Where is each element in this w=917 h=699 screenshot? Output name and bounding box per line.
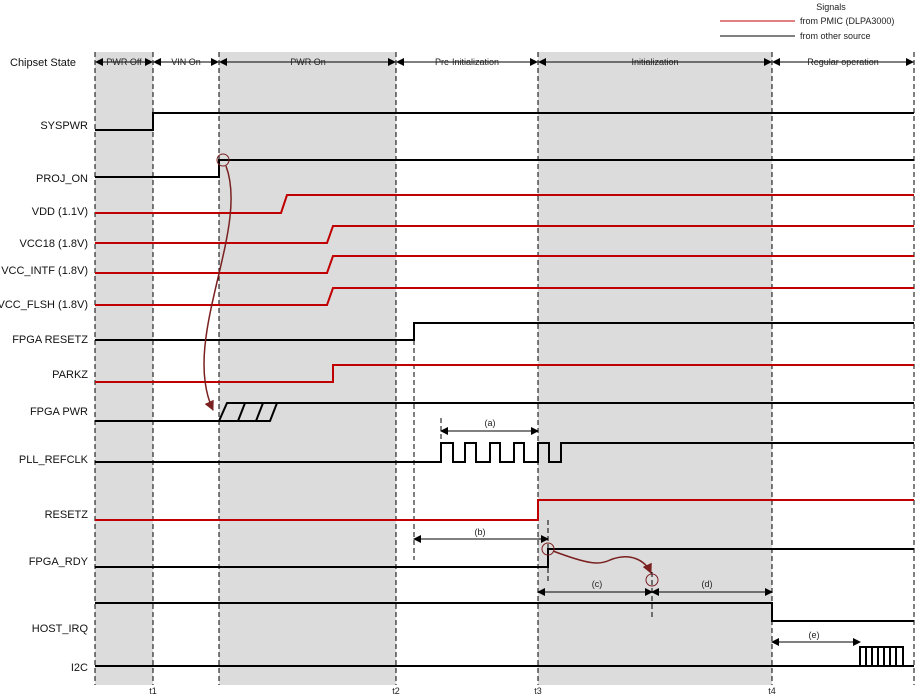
waveform-fpga-resetz [95, 322, 914, 341]
signal-label-fpga-pwr: FPGA PWR [30, 406, 88, 418]
waveform-pll-refclk [95, 442, 914, 463]
signal-label-vdd: VDD (1.1V) [32, 206, 88, 218]
signal-label-fpga-resetz: FPGA RESETZ [12, 334, 88, 346]
state-initialization: Initialization [631, 57, 678, 67]
phase-shade [538, 52, 772, 685]
interval-b-label: (b) [475, 527, 486, 537]
chipset-state-label: Chipset State [10, 57, 76, 69]
interval-e-label: (e) [809, 630, 820, 640]
signal-label-fpga-rdy: FPGA_RDY [29, 556, 89, 568]
state-pwr-on: PWR On [290, 57, 326, 67]
phase-shade [95, 52, 153, 685]
signal-label-pll-refclk: PLL_REFCLK [19, 454, 89, 466]
signal-label-proj-on: PROJ_ON [36, 173, 88, 185]
legend-other-label: from other source [800, 31, 871, 41]
signal-label-vcc18: VCC18 (1.8V) [20, 238, 88, 250]
state-vin-on: VIN On [171, 57, 201, 67]
waveform-vdd-1-1v [95, 194, 914, 214]
signal-label-parkz: PARKZ [52, 369, 88, 381]
state-pre-initialization: Pre-Initialization [435, 57, 499, 67]
phase-shade [219, 52, 396, 685]
interval-c-label: (c) [592, 579, 603, 589]
causality-arrow [203, 165, 232, 411]
signal-label-i2c: I2C [71, 662, 88, 674]
causality-arrow [552, 550, 652, 574]
split-event-circle [645, 573, 659, 587]
waveform-vcc-flsh-1-8v [95, 287, 914, 306]
legend-pmic-label: from PMIC (DLPA3000) [800, 16, 894, 26]
waveform-host-irq [95, 602, 914, 622]
signal-label-vcc-intf: VCC_INTF (1.8V) [1, 265, 88, 277]
signal-label-host-irq: HOST_IRQ [32, 623, 89, 635]
waveform-resetz [95, 499, 914, 521]
state-pwr-off: PWR Off [106, 57, 142, 67]
signal-label-resetz: RESETZ [45, 509, 89, 521]
signal-label-vcc-flsh: VCC_FLSH (1.8V) [0, 299, 88, 311]
signal-label-syspwr: SYSPWR [40, 120, 88, 132]
state-regular-operation: Regular operation [807, 57, 879, 67]
marker-t3: t3 [534, 686, 542, 696]
legend-title: Signals [816, 2, 846, 12]
waveform-proj-on [95, 159, 914, 178]
waveform-fpga-rdy [95, 548, 914, 568]
waveform-fpga-pwr [95, 402, 914, 422]
proj-on-event-circle [216, 153, 230, 167]
interval-d-label: (d) [702, 579, 713, 589]
waveform-syspwr [95, 112, 914, 131]
waveform-vcc-intf-1-8v [95, 255, 914, 274]
fpga-rdy-event-circle [541, 542, 555, 556]
interval-a-label: (a) [485, 418, 496, 428]
marker-t2: t2 [392, 686, 400, 696]
waveform-vcc18-1-8v [95, 225, 914, 244]
waveform-parkz [95, 364, 914, 383]
marker-t4: t4 [768, 686, 776, 696]
waveform-i2c [95, 646, 914, 667]
marker-t1: t1 [149, 686, 157, 696]
